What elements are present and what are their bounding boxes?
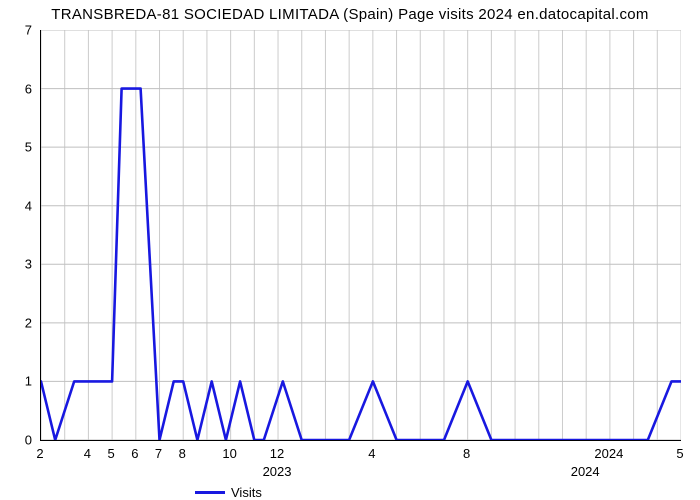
y-tick-label: 1 bbox=[0, 374, 32, 389]
legend: Visits bbox=[195, 485, 262, 500]
x-tick-label: 7 bbox=[155, 446, 162, 461]
plot-area bbox=[40, 30, 681, 441]
chart-svg bbox=[41, 30, 681, 440]
x-tick-label: 2024 bbox=[594, 446, 623, 461]
y-tick-label: 4 bbox=[0, 198, 32, 213]
x-tick-label: 8 bbox=[463, 446, 470, 461]
x-tick-label: 4 bbox=[84, 446, 91, 461]
y-tick-label: 3 bbox=[0, 257, 32, 272]
x-tick-label: 5 bbox=[676, 446, 683, 461]
x-tick-label: 8 bbox=[179, 446, 186, 461]
y-tick-label: 0 bbox=[0, 433, 32, 448]
chart-title: TRANSBREDA-81 SOCIEDAD LIMITADA (Spain) … bbox=[0, 6, 700, 23]
legend-label: Visits bbox=[231, 485, 262, 500]
y-tick-label: 7 bbox=[0, 23, 32, 38]
y-tick-label: 5 bbox=[0, 140, 32, 155]
legend-swatch bbox=[195, 491, 225, 494]
x-tick-label: 10 bbox=[222, 446, 236, 461]
chart-container: TRANSBREDA-81 SOCIEDAD LIMITADA (Spain) … bbox=[0, 0, 700, 500]
y-tick-label: 2 bbox=[0, 315, 32, 330]
x-axis-year-label: 2024 bbox=[571, 464, 600, 479]
x-tick-label: 2 bbox=[36, 446, 43, 461]
y-tick-label: 6 bbox=[0, 81, 32, 96]
x-tick-label: 4 bbox=[368, 446, 375, 461]
x-tick-label: 12 bbox=[270, 446, 284, 461]
x-tick-label: 5 bbox=[107, 446, 114, 461]
x-axis-year-label: 2023 bbox=[263, 464, 292, 479]
x-tick-label: 6 bbox=[131, 446, 138, 461]
